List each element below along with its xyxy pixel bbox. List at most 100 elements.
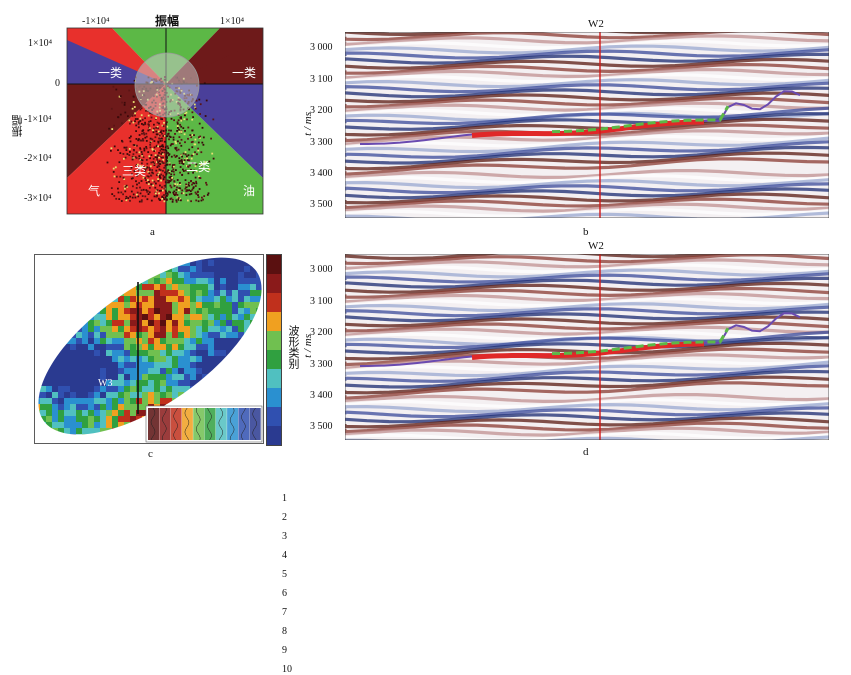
map-cell: [142, 386, 148, 392]
scatter-point: [158, 122, 160, 125]
map-cell: [238, 284, 244, 290]
map-cell: [124, 386, 130, 392]
inset-class-swatch: [238, 408, 250, 440]
scatter-point: [150, 174, 153, 177]
map-cell: [172, 374, 178, 380]
map-cell: [76, 362, 82, 368]
scatter-point: [194, 176, 197, 179]
map-cell: [214, 320, 220, 326]
map-cell: [166, 380, 172, 386]
seismic-reflector: [345, 39, 829, 50]
scatter-point: [158, 197, 160, 200]
map-cell: [256, 284, 262, 290]
seismic-reflector: [345, 393, 829, 404]
b-ytick-5: 3 500: [310, 199, 333, 210]
scatter-point: [148, 127, 151, 130]
scatter-point: [187, 199, 189, 202]
scatter-point: [153, 123, 155, 126]
scatter-point: [145, 132, 148, 135]
map-cell: [82, 332, 88, 338]
scatter-point: [180, 131, 183, 133]
map-cell: [100, 320, 106, 326]
map-cell: [130, 386, 136, 392]
map-cell: [76, 344, 82, 350]
a-ytick-2: -1×10⁴: [24, 114, 52, 125]
map-cell: [190, 296, 196, 302]
scatter-point: [174, 147, 177, 150]
scatter-point: [158, 137, 160, 140]
scatter-point: [129, 195, 132, 198]
scatter-point: [165, 172, 168, 175]
map-cell: [58, 410, 64, 416]
map-cell: [136, 380, 142, 386]
map-cell: [148, 296, 154, 302]
scatter-point: [188, 108, 190, 111]
scatter-point: [150, 183, 153, 186]
scatter-point: [151, 179, 154, 182]
scatter-point: [113, 145, 116, 148]
map-cell: [190, 308, 196, 314]
map-cell: [184, 344, 190, 350]
seismic-reflector: [345, 254, 829, 266]
scatter-point: [159, 169, 162, 171]
scatter-point: [168, 190, 170, 193]
scatter-point: [147, 129, 150, 132]
map-cell: [160, 272, 166, 278]
map-cell: [76, 416, 82, 422]
map-cell: [184, 314, 190, 320]
scatter-point: [128, 119, 131, 122]
scatter-point: [150, 154, 153, 156]
map-cell: [214, 290, 220, 296]
scatter-point: [124, 156, 127, 159]
map-cell: [124, 290, 130, 296]
map-cell: [64, 404, 70, 410]
scatter-point: [153, 140, 156, 142]
scatter-point: [136, 173, 139, 176]
map-cell: [232, 338, 238, 344]
map-cell: [154, 332, 160, 338]
scatter-point: [154, 136, 157, 139]
scatter-point: [163, 200, 166, 203]
scatter-point: [168, 153, 171, 156]
map-cell: [244, 302, 250, 308]
scatter-point: [175, 188, 178, 191]
scatter-point: [155, 195, 158, 198]
map-cell: [106, 356, 112, 362]
scatter-point: [175, 149, 178, 152]
scatter-point: [110, 147, 113, 150]
scatter-point: [111, 193, 114, 195]
scatter-point: [187, 126, 190, 129]
scatter-point: [163, 198, 166, 201]
scatter-point: [168, 172, 171, 174]
map-cell: [256, 278, 262, 284]
scatter-point: [150, 199, 153, 202]
scatter-point: [170, 117, 173, 120]
map-cell: [232, 320, 238, 326]
scatter-point: [112, 85, 115, 88]
scatter-point: [151, 183, 154, 186]
scatter-point: [136, 144, 138, 147]
scatter-point: [189, 164, 191, 167]
map-cell: [76, 428, 82, 434]
scatter-point: [192, 182, 194, 184]
map-cell: [52, 410, 58, 416]
map-cell: [94, 416, 100, 422]
scatter-point: [157, 130, 160, 133]
map-cell: [142, 404, 148, 410]
scatter-point: [159, 138, 162, 140]
map-cell: [166, 350, 172, 356]
scatter-point: [129, 169, 132, 172]
scatter-point: [174, 183, 177, 185]
scatter-point: [173, 164, 176, 166]
scatter-point: [163, 184, 166, 187]
map-cell: [172, 368, 178, 374]
map-cell: [100, 392, 106, 398]
scatter-point: [155, 169, 158, 172]
scatter-point: [123, 157, 125, 160]
map-cell: [208, 332, 214, 338]
map-cell: [124, 296, 130, 302]
scatter-point: [139, 148, 142, 151]
map-cell: [142, 320, 148, 326]
map-cell: [136, 392, 142, 398]
map-cell: [52, 422, 58, 428]
